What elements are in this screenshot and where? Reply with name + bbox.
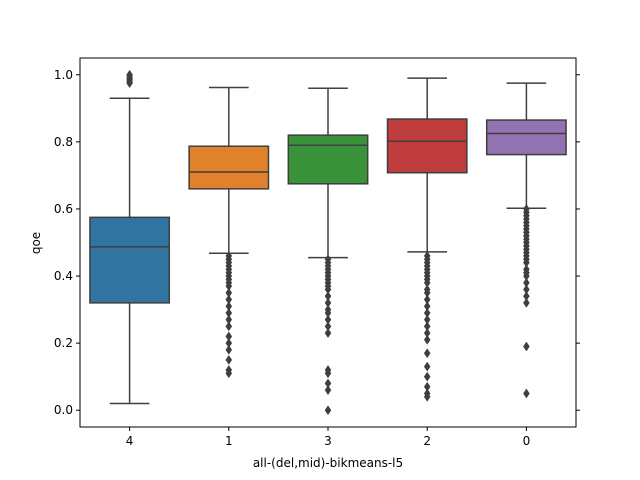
y-tick-label: 0.8: [54, 135, 73, 149]
outlier-point: [423, 348, 431, 359]
outlier-point: [126, 69, 133, 80]
outlier-point: [423, 371, 431, 382]
outlier-point: [324, 291, 332, 302]
y-tick-label: 1.0: [54, 68, 73, 82]
x-tick-label: 1: [225, 434, 233, 448]
outlier-point: [423, 284, 431, 295]
outlier-point: [523, 284, 530, 295]
x-tick-label: 4: [126, 434, 134, 448]
outlier-point: [523, 388, 530, 399]
outlier-point: [523, 297, 530, 308]
outlier-point: [225, 365, 233, 375]
outlier-point: [423, 250, 431, 261]
outlier-point: [523, 264, 530, 275]
outlier-point: [423, 381, 431, 392]
x-axis-label: all-(del,mid)-bikmeans-l5: [253, 456, 403, 470]
outlier-point: [423, 361, 431, 372]
x-tick-label: 0: [523, 434, 531, 448]
box-iqr: [287, 134, 369, 185]
outlier-point: [523, 341, 530, 352]
outlier-point: [324, 297, 332, 308]
outlier-point: [324, 254, 332, 265]
box-group-3: [287, 87, 369, 416]
outlier-point: [423, 321, 431, 332]
x-tick-label: 3: [324, 434, 332, 448]
box-iqr: [188, 145, 270, 190]
y-tick-label: 0.4: [54, 269, 73, 283]
box-iqr: [386, 118, 468, 174]
outlier-point: [423, 314, 431, 325]
outlier-point: [225, 344, 233, 355]
outlier-point: [324, 328, 332, 339]
outlier-point: [324, 405, 332, 416]
outlier-point: [225, 338, 233, 349]
axes: 0.0 0.2 0.4 0.6 0.8 1.0 4 1 3 2 0: [54, 57, 580, 448]
outlier-point: [324, 378, 332, 389]
outlier-point: [225, 250, 233, 261]
box-iqr: [485, 119, 567, 156]
outlier-point: [225, 314, 233, 325]
outlier-point: [225, 301, 233, 312]
y-tick-label: 0.2: [54, 336, 73, 350]
outlier-point: [225, 321, 233, 332]
plot-area: [89, 69, 567, 416]
outlier-point: [225, 331, 233, 342]
outlier-point: [225, 294, 233, 305]
outlier-point: [324, 304, 332, 315]
outlier-point: [523, 204, 530, 214]
x-tick-label: 2: [423, 434, 431, 448]
outlier-point: [423, 388, 431, 399]
outlier-point: [324, 314, 332, 325]
outlier-point: [423, 307, 431, 318]
y-tick-label: 0.6: [54, 202, 73, 216]
outlier-point: [423, 294, 431, 305]
box-group-2: [386, 77, 468, 402]
y-tick-label: 0.0: [54, 403, 73, 417]
outlier-point: [523, 291, 530, 302]
box-group-1: [188, 86, 270, 379]
outlier-point: [324, 385, 332, 396]
y-axis-label: qoe: [29, 232, 43, 254]
outlier-point: [324, 365, 332, 375]
outlier-point: [423, 334, 431, 345]
outlier-point: [324, 321, 332, 332]
outlier-point: [225, 307, 233, 318]
box-group-0: [485, 82, 567, 399]
outlier-point: [423, 301, 431, 312]
outlier-point: [225, 287, 233, 298]
box-group-4: [89, 69, 171, 405]
box-iqr: [89, 216, 171, 304]
outlier-point: [225, 354, 233, 365]
outlier-point: [423, 328, 431, 339]
outlier-point: [523, 277, 530, 288]
